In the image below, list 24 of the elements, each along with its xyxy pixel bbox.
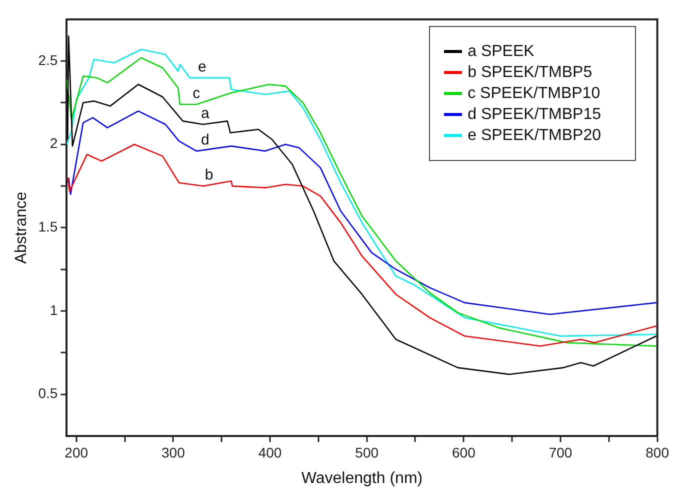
y-axis-title: Abstrance	[13, 192, 30, 264]
legend-label: a SPEEK	[468, 42, 534, 62]
y-tick-label: 1.5	[38, 218, 58, 235]
x-tick-label: 800	[646, 444, 670, 460]
x-tick-label: 500	[355, 444, 379, 460]
legend-label: b SPEEK/TMBP5	[468, 63, 592, 83]
legend-label: d SPEEK/TMBP15	[468, 105, 601, 125]
x-axis-title: Wavelength (nm)	[301, 470, 423, 487]
y-tick-label: 1	[50, 302, 58, 318]
y-tick-label: 2.5	[38, 52, 58, 68]
x-tick-label: 700	[548, 444, 572, 460]
annotation: a	[200, 105, 210, 122]
annotation: b	[204, 166, 214, 184]
x-tick-label: 400	[258, 444, 282, 460]
y-tick-label: 2	[50, 135, 58, 152]
legend-label: e SPEEK/TMBP20	[468, 126, 601, 146]
annotation: d	[200, 132, 210, 149]
annotation: e	[198, 58, 206, 76]
legend-label: c SPEEK/TMBP10	[468, 84, 600, 104]
y-tick-label: 0.5	[38, 385, 58, 402]
x-tick-label: 300	[161, 444, 186, 460]
x-tick-label: 600	[452, 444, 476, 460]
x-tick-label: 200	[64, 444, 88, 460]
annotation: c	[192, 85, 201, 102]
